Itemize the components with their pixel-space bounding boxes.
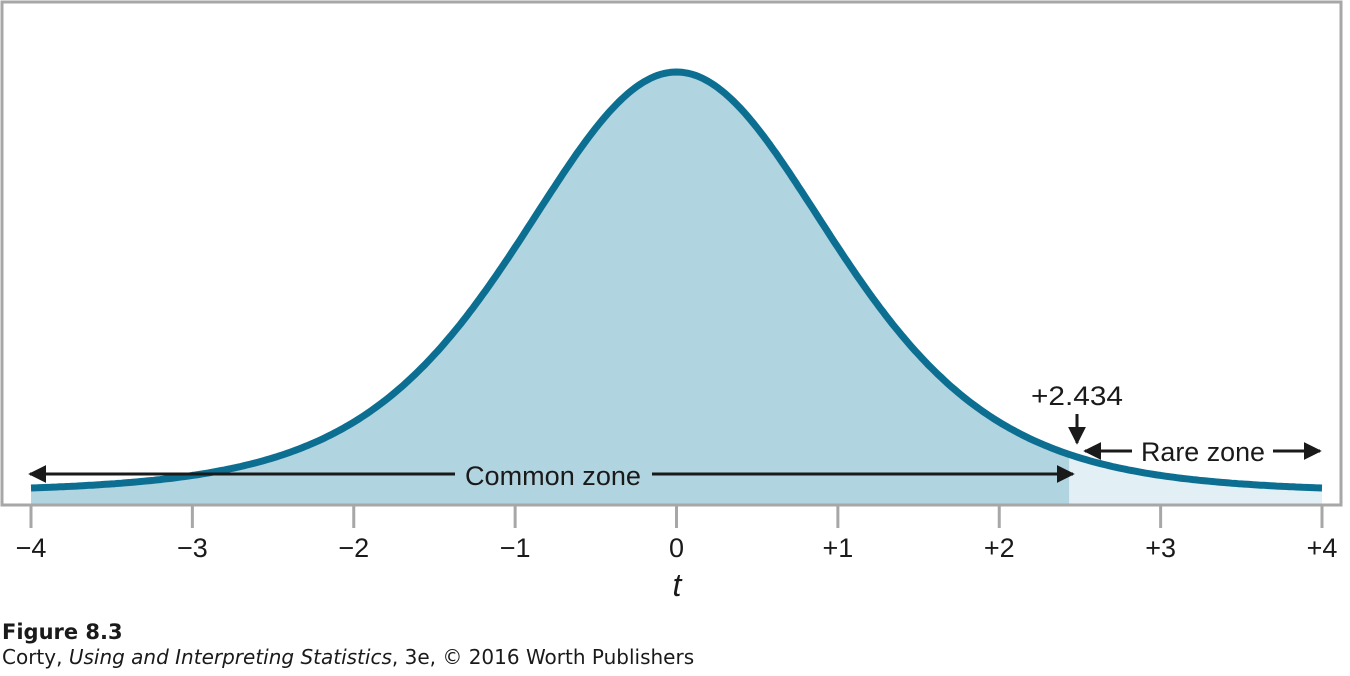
x-tick-label: +1 (822, 533, 853, 563)
rare-zone-area (1069, 454, 1322, 505)
figure-label: Figure 8.3 (2, 620, 123, 644)
common-zone-area (31, 72, 1070, 505)
x-tick-label: 0 (669, 533, 684, 563)
x-tick-label: +3 (1145, 533, 1176, 563)
t-distribution-curve (30, 68, 1323, 492)
critical-value-label: +2.434 (1031, 381, 1123, 411)
x-axis-label: t (673, 567, 683, 603)
x-tick-label: +4 (1307, 533, 1338, 563)
x-tick-label: +2 (984, 533, 1015, 563)
common-zone-label: Common zone (465, 461, 641, 491)
figure-caption: Figure 8.3 Corty, Using and Interpreting… (2, 620, 694, 670)
caption-book-title: Using and Interpreting Statistics (68, 645, 392, 669)
x-axis-ticks: −4 −3 −2 −1 0 +1 +2 +3 +4 (16, 505, 1338, 563)
x-tick-label: −2 (338, 533, 369, 563)
x-tick-label: −4 (16, 533, 47, 563)
caption-edition: , 3e, © 2016 Worth Publishers (391, 645, 695, 669)
x-tick-label: −1 (500, 533, 531, 563)
caption-author: Corty, (2, 645, 69, 669)
rare-zone-label: Rare zone (1141, 437, 1265, 467)
figure-credit: Corty, Using and Interpreting Statistics… (2, 644, 694, 670)
x-tick-label: −3 (177, 533, 208, 563)
